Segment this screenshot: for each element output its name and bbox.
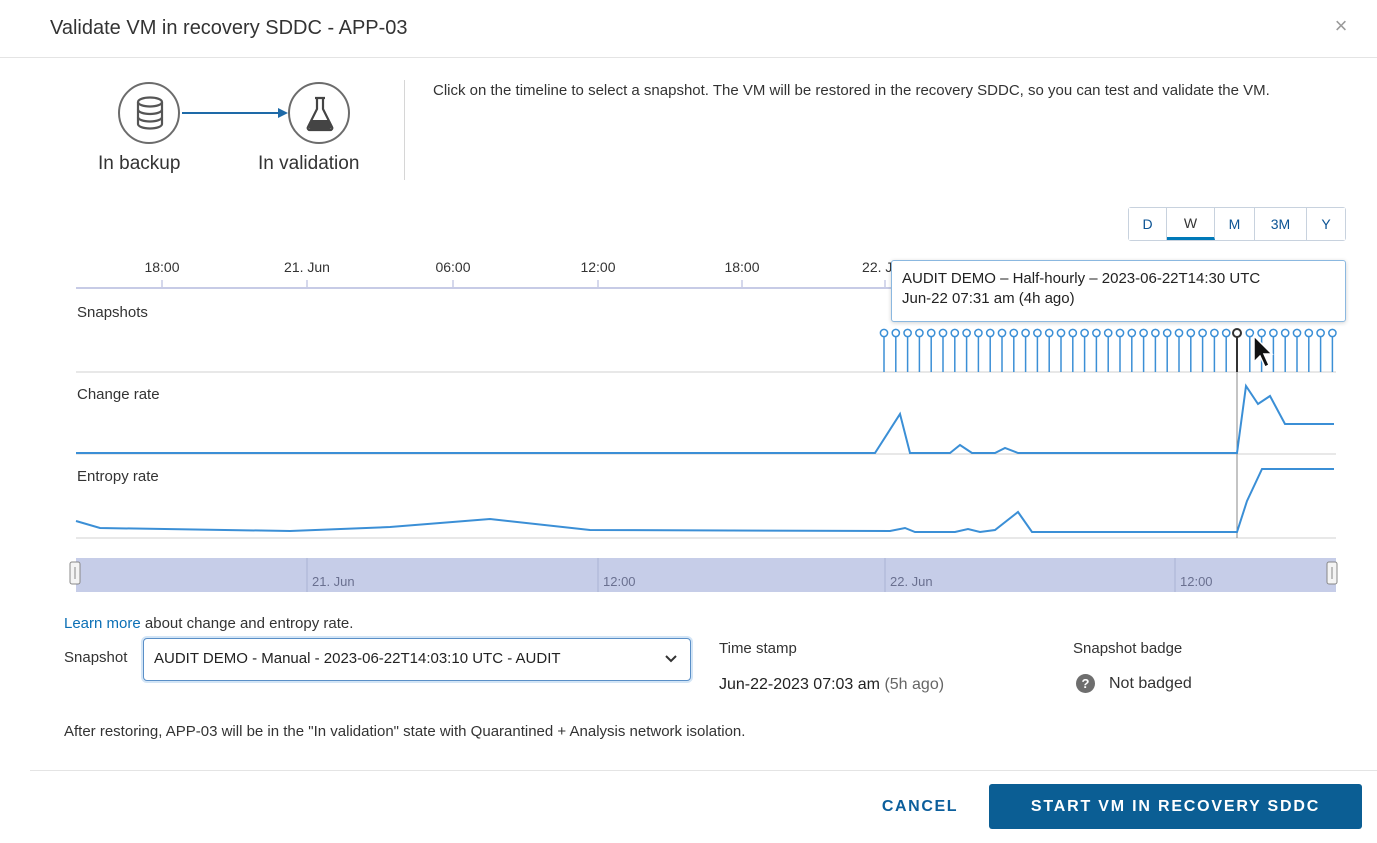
snapshot-marker[interactable] — [938, 328, 948, 338]
mouse-cursor-icon — [1253, 334, 1274, 369]
snapshot-marker[interactable] — [1280, 328, 1290, 338]
snapshot-marker[interactable] — [1328, 328, 1337, 338]
snapshot-marker[interactable] — [1009, 328, 1019, 338]
tab-3-months[interactable]: 3M — [1255, 208, 1307, 240]
dialog-header: Validate VM in recovery SDDC - APP-03 × — [0, 0, 1377, 58]
snapshot-marker[interactable] — [1221, 328, 1231, 338]
snapshot-marker[interactable] — [1068, 328, 1078, 338]
snapshot-marker[interactable] — [1021, 328, 1030, 338]
flask-icon — [288, 82, 350, 144]
snapshot-label: Snapshot — [64, 649, 128, 666]
restore-note: After restoring, APP-03 will be in the "… — [64, 723, 746, 740]
snapshot-marker[interactable] — [1186, 328, 1196, 338]
database-icon — [118, 82, 180, 144]
snapshot-marker[interactable] — [1080, 328, 1089, 338]
top-axis-tick-label: 06:00 — [435, 259, 470, 275]
row-label-snapshots: Snapshots — [77, 304, 148, 321]
tooltip-title: AUDIT DEMO – Half-hourly – 2023-06-22T14… — [902, 270, 1261, 287]
snapshot-marker[interactable] — [1151, 328, 1160, 338]
selected-snapshot-marker[interactable] — [1232, 328, 1242, 338]
start-vm-button[interactable]: START VM IN RECOVERY SDDC — [989, 784, 1362, 829]
learn-more-text: Learn more about change and entropy rate… — [64, 615, 354, 632]
tab-year[interactable]: Y — [1307, 208, 1345, 240]
snapshot-select[interactable]: AUDIT DEMO - Manual - 2023-06-22T14:03:1… — [143, 638, 691, 681]
snapshot-marker[interactable] — [962, 328, 971, 338]
tab-month[interactable]: M — [1215, 208, 1255, 240]
snapshot-marker[interactable] — [1103, 328, 1113, 338]
question-icon: ? — [1076, 674, 1095, 693]
snapshot-marker[interactable] — [1198, 328, 1207, 338]
snapshot-markers[interactable] — [879, 328, 1337, 372]
snapshot-marker[interactable] — [1115, 328, 1125, 338]
snapshot-marker[interactable] — [915, 328, 924, 338]
top-axis-tick-label: 18:00 — [144, 259, 179, 275]
snapshot-marker[interactable] — [1304, 328, 1314, 338]
dialog-title: Validate VM in recovery SDDC - APP-03 — [50, 17, 408, 39]
snapshot-marker[interactable] — [903, 328, 912, 338]
navigator-tick-label: 12:00 — [603, 574, 636, 589]
workflow-diagram: In backup In validation — [90, 80, 400, 180]
snapshot-marker[interactable] — [1139, 328, 1148, 338]
snapshot-badge-title: Snapshot badge — [1073, 640, 1183, 657]
snapshot-tooltip: AUDIT DEMO – Half-hourly – 2023-06-22T14… — [891, 260, 1346, 322]
snapshot-marker[interactable] — [1127, 328, 1137, 338]
footer-divider — [30, 770, 1377, 771]
arrow-right-icon — [182, 108, 288, 118]
snapshot-marker[interactable] — [997, 328, 1007, 338]
snapshot-marker[interactable] — [1092, 328, 1101, 338]
cancel-button[interactable]: CANCEL — [881, 798, 959, 815]
workflow-step-label: In validation — [258, 153, 360, 174]
snapshot-marker[interactable] — [1174, 328, 1184, 338]
top-axis-tick-label: 21. Jun — [284, 259, 330, 275]
snapshot-marker[interactable] — [1162, 328, 1172, 338]
top-axis-tick-label: 18:00 — [724, 259, 759, 275]
change-rate-line — [76, 383, 1334, 454]
snapshot-marker[interactable] — [974, 328, 983, 338]
snapshot-marker[interactable] — [1056, 328, 1066, 338]
snapshot-marker[interactable] — [1269, 328, 1278, 338]
entropy-rate-line — [75, 468, 1334, 534]
snapshot-marker[interactable] — [950, 328, 960, 338]
snapshot-badge: ? Not badged — [1076, 674, 1192, 693]
snapshot-marker[interactable] — [926, 328, 936, 338]
divider — [404, 80, 405, 180]
chevron-down-icon — [665, 655, 677, 663]
close-icon[interactable]: × — [1334, 13, 1348, 38]
instructions-text: Click on the timeline to select a snapsh… — [433, 82, 1270, 99]
timestamp-title: Time stamp — [719, 640, 797, 657]
snapshot-marker[interactable] — [1210, 328, 1219, 338]
tooltip-subtitle: Jun-22 07:31 am (4h ago) — [902, 290, 1075, 307]
learn-more-link[interactable]: Learn more — [64, 615, 141, 632]
snapshot-marker[interactable] — [891, 328, 901, 338]
snapshot-marker[interactable] — [1044, 328, 1054, 338]
snapshot-marker[interactable] — [879, 328, 889, 338]
workflow-step-label: In backup — [98, 153, 181, 174]
navigator-tick-label: 22. Jun — [890, 574, 933, 589]
snapshot-marker[interactable] — [1257, 328, 1266, 338]
top-axis-tick-label: 12:00 — [580, 259, 615, 275]
navigator-ticks: 21. Jun 12:00 22. Jun 12:00 — [306, 558, 1213, 592]
row-label-change-rate: Change rate — [77, 386, 160, 403]
snapshot-marker[interactable] — [985, 328, 995, 338]
tab-week[interactable]: W — [1167, 208, 1215, 240]
snapshot-badge-value: Not badged — [1109, 674, 1192, 692]
range-tabs: D W M 3M Y — [1128, 207, 1346, 241]
navigator-tick-label: 21. Jun — [312, 574, 355, 589]
navigator-range[interactable] — [76, 558, 1336, 592]
timestamp-value: Jun-22-2023 07:03 am (5h ago) — [719, 676, 945, 693]
snapshot-marker[interactable] — [1245, 328, 1255, 338]
navigator-tick-label: 12:00 — [1180, 574, 1213, 589]
snapshot-select-value: AUDIT DEMO - Manual - 2023-06-22T14:03:1… — [154, 650, 561, 667]
snapshot-marker[interactable] — [1316, 328, 1325, 338]
row-label-entropy-rate: Entropy rate — [77, 468, 159, 485]
snapshot-marker[interactable] — [1292, 328, 1302, 338]
tab-day[interactable]: D — [1129, 208, 1167, 240]
snapshot-marker[interactable] — [1033, 328, 1042, 338]
timestamp-ago: (5h ago) — [884, 676, 945, 693]
